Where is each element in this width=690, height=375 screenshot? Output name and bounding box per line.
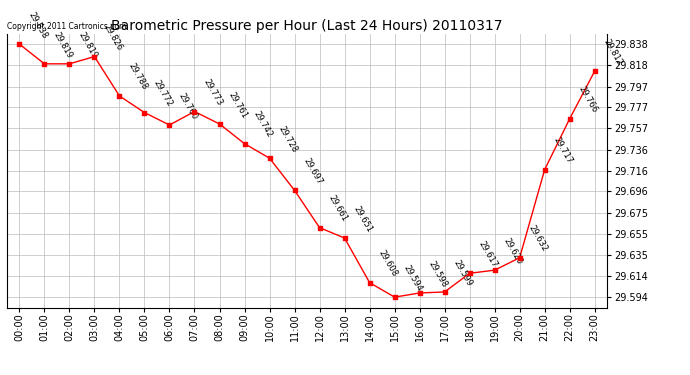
Text: 29.819: 29.819 (51, 30, 74, 60)
Point (564, 116, 575, 122)
Point (539, 166, 550, 172)
Point (14, 41, 25, 47)
Point (289, 188, 300, 194)
Point (314, 225, 325, 231)
Text: 29.717: 29.717 (551, 136, 574, 165)
Point (189, 108, 200, 114)
Point (64, 61, 75, 67)
Point (439, 289, 450, 295)
Text: 29.697: 29.697 (302, 156, 324, 186)
Point (464, 270, 475, 276)
Point (89, 54, 100, 60)
Point (114, 93, 125, 99)
Text: 29.838: 29.838 (26, 10, 49, 40)
Point (214, 121, 225, 127)
Text: 29.651: 29.651 (351, 204, 374, 234)
Point (239, 141, 250, 147)
Point (139, 110, 150, 116)
Text: 29.761: 29.761 (226, 90, 249, 120)
Text: 29.661: 29.661 (326, 194, 349, 224)
Text: 29.599: 29.599 (451, 258, 474, 288)
Point (164, 122, 175, 128)
Point (489, 267, 500, 273)
Point (589, 68, 600, 74)
Text: 29.773: 29.773 (201, 78, 224, 107)
Text: 29.620: 29.620 (502, 236, 524, 266)
Text: 29.760: 29.760 (177, 91, 199, 121)
Text: 29.594: 29.594 (402, 264, 424, 293)
Text: 29.728: 29.728 (277, 124, 299, 154)
Text: 29.812: 29.812 (602, 37, 624, 67)
Text: 29.772: 29.772 (151, 79, 174, 108)
Title: Barometric Pressure per Hour (Last 24 Hours) 20110317: Barometric Pressure per Hour (Last 24 Ho… (111, 19, 503, 33)
Point (389, 294, 400, 300)
Point (264, 155, 275, 161)
Text: 29.598: 29.598 (426, 259, 449, 289)
Point (39, 61, 50, 67)
Point (339, 235, 350, 241)
Text: 29.617: 29.617 (477, 239, 499, 269)
Text: 29.608: 29.608 (377, 249, 399, 279)
Point (364, 280, 375, 286)
Point (514, 255, 525, 261)
Text: 29.632: 29.632 (526, 224, 549, 254)
Text: 29.788: 29.788 (126, 62, 149, 92)
Text: 29.742: 29.742 (251, 110, 274, 140)
Text: Copyright 2011 Cartronics.com: Copyright 2011 Cartronics.com (7, 22, 126, 31)
Text: 29.826: 29.826 (101, 22, 124, 53)
Text: 29.766: 29.766 (577, 85, 599, 115)
Point (414, 290, 425, 296)
Text: 29.819: 29.819 (77, 30, 99, 60)
